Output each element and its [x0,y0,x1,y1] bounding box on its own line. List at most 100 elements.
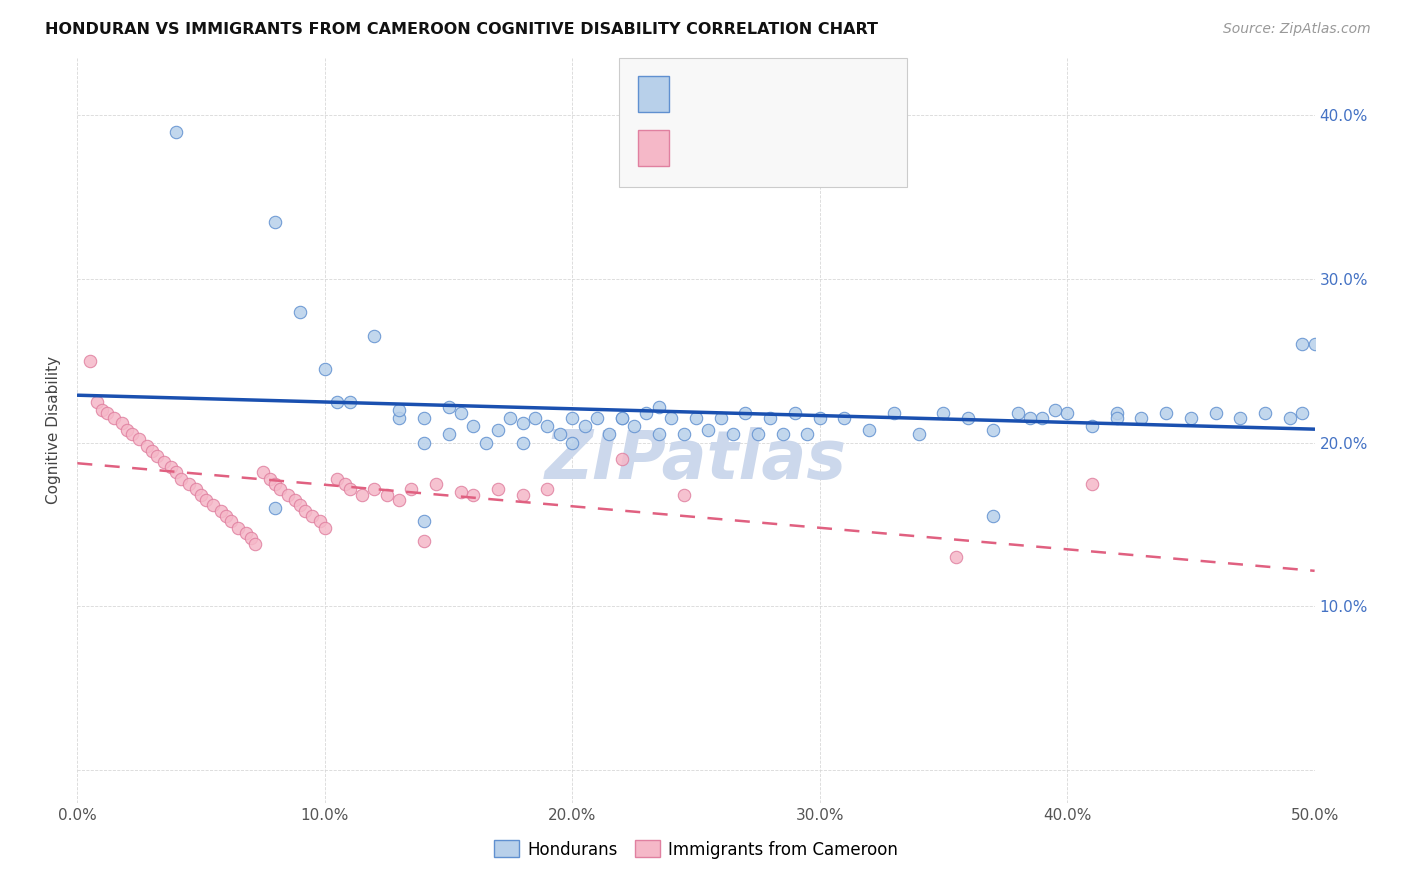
Point [710,411,733,425]
Point [202,498,225,512]
Point [86,394,108,409]
Point [1180,411,1202,425]
Point [195,492,218,507]
Point [548,427,571,442]
Point [610,411,633,425]
Point [450,484,472,499]
Point [401,482,423,496]
Point [598,427,620,442]
Legend: Hondurans, Immigrants from Cameroon: Hondurans, Immigrants from Cameroon [488,834,904,865]
Point [858,423,880,437]
Point [957,411,980,425]
Point [437,427,460,442]
Point [308,514,330,528]
Point [486,423,509,437]
Point [160,460,183,475]
Point [463,488,485,502]
Point [264,501,287,516]
Point [375,488,398,502]
Point [277,488,299,502]
Point [215,509,238,524]
Point [252,465,274,479]
Point [672,427,695,442]
Point [301,509,323,524]
Point [326,394,349,409]
Point [672,488,695,502]
Point [450,406,472,420]
Point [1229,411,1251,425]
Point [437,400,460,414]
Point [659,411,682,425]
Point [121,427,143,442]
Point [135,439,157,453]
Point [512,416,534,430]
Point [747,427,769,442]
Point [284,492,307,507]
Point [486,482,509,496]
Point [115,423,138,437]
Point [111,416,134,430]
Point [184,482,207,496]
Text: Source: ZipAtlas.com: Source: ZipAtlas.com [1223,22,1371,37]
Point [245,537,267,551]
Point [1031,411,1053,425]
Point [1081,476,1104,491]
Point [932,406,955,420]
Text: HONDURAN VS IMMIGRANTS FROM CAMEROON COGNITIVE DISABILITY CORRELATION CHART: HONDURAN VS IMMIGRANTS FROM CAMEROON COG… [45,22,877,37]
Point [512,435,534,450]
Point [623,419,645,434]
Point [153,455,176,469]
Point [759,411,782,425]
Point [907,427,929,442]
Point [574,419,596,434]
Point [314,362,336,376]
Point [512,488,534,502]
Point [536,482,558,496]
Point [388,403,411,417]
Point [259,472,281,486]
Point [586,411,609,425]
Point [294,504,316,518]
Point [165,125,187,139]
Point [463,419,485,434]
Point [91,403,114,417]
Point [388,492,411,507]
Point [190,488,212,502]
Point [981,423,1004,437]
Point [170,472,193,486]
Point [610,452,633,467]
Point [721,427,744,442]
Point [128,433,150,447]
Point [363,329,385,343]
Point [141,443,163,458]
Point [79,354,101,368]
Point [96,406,118,420]
Point [425,476,447,491]
Point [1205,406,1227,420]
Point [333,476,356,491]
Point [697,423,720,437]
Point [648,400,671,414]
Text: R = 0.086   N = 75: R = 0.086 N = 75 [679,85,863,103]
Point [177,476,200,491]
Point [1007,406,1029,420]
Point [834,411,856,425]
Point [1154,406,1177,420]
Point [1130,411,1153,425]
Point [326,472,349,486]
Point [561,435,583,450]
Point [314,521,336,535]
Text: R = 0.009   N = 58: R = 0.009 N = 58 [679,139,863,157]
Point [1105,406,1128,420]
Point [339,394,361,409]
Point [796,427,818,442]
Point [412,533,434,548]
Point [883,406,905,420]
Point [288,304,311,318]
Point [239,531,262,545]
Point [734,406,756,420]
Point [1278,411,1301,425]
Point [165,465,187,479]
Point [1019,411,1042,425]
Point [1056,406,1078,420]
